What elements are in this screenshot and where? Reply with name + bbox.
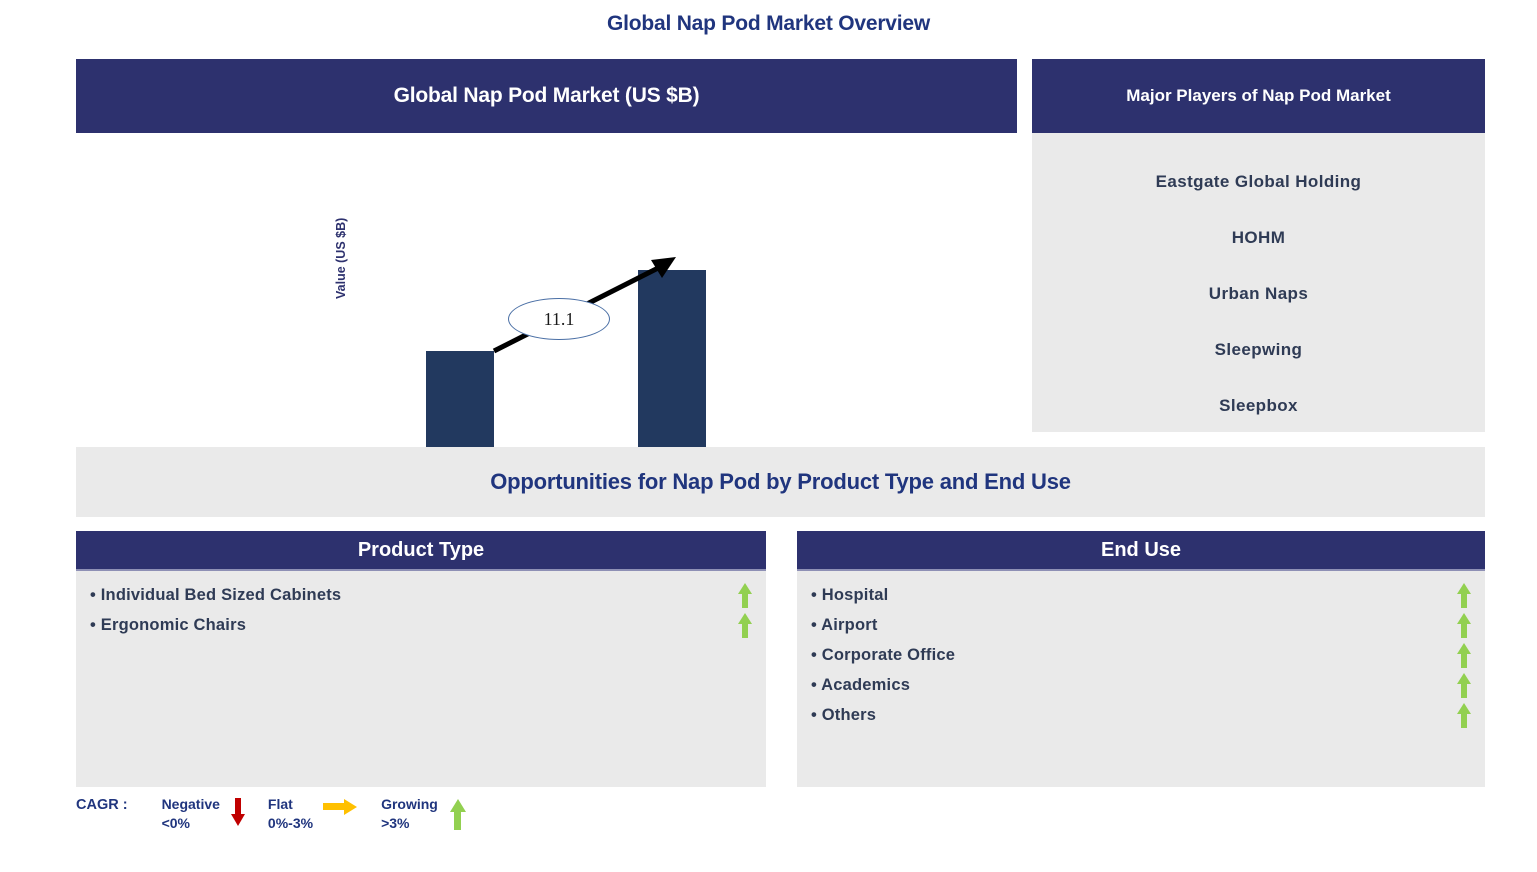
list-item: Eastgate Global Holding xyxy=(1155,172,1362,191)
list-item: Sleepbox xyxy=(1219,396,1298,415)
list-item: • Individual Bed Sized Cabinets xyxy=(90,583,752,608)
list-item: • Others xyxy=(811,703,1471,728)
arrow-up-icon xyxy=(1457,703,1471,728)
cagr-legend-negative-name: Negative xyxy=(161,796,220,812)
arrow-up-icon xyxy=(1457,583,1471,608)
cagr-legend-flat-name: Flat xyxy=(267,796,293,812)
arrow-right-icon xyxy=(323,798,359,816)
cagr-legend-flat-range: 0%-3% xyxy=(267,814,314,831)
opportunities-banner: Opportunities for Nap Pod by Product Typ… xyxy=(76,447,1485,517)
cagr-legend-entry-flat: Flat 0%-3% xyxy=(268,795,377,833)
end-use-item-label: • Hospital xyxy=(811,586,889,604)
product-type-header: Product Type xyxy=(76,531,766,571)
end-use-item-label: • Airport xyxy=(811,616,878,634)
cagr-legend-growing-texts: Growing >3% xyxy=(381,795,438,833)
list-item: • Airport xyxy=(811,613,1471,638)
list-item: Urban Naps xyxy=(1208,284,1309,303)
bar-chart: Value (US $B) 2025 2031 11.1 Source : Lu… xyxy=(76,133,1017,504)
end-use-panel: End Use • Hospital • Airport • Corporate… xyxy=(797,531,1485,787)
cagr-growth-arrow-icon xyxy=(492,257,676,354)
cagr-legend-growing-name: Growing xyxy=(381,796,438,812)
product-type-list: • Individual Bed Sized Cabinets • Ergono… xyxy=(76,571,766,787)
market-chart-panel: Global Nap Pod Market (US $B) Value (US … xyxy=(76,59,1017,504)
major-players-list: Eastgate Global Holding HOHM Urban Naps … xyxy=(1032,133,1485,432)
list-item: • Corporate Office xyxy=(811,643,1471,668)
end-use-item-label: • Academics xyxy=(811,676,911,694)
chart-y-axis-label: Value (US $B) xyxy=(334,217,348,299)
list-item: • Academics xyxy=(811,673,1471,698)
page-title: Global Nap Pod Market Overview xyxy=(606,12,931,35)
arrow-up-icon xyxy=(448,798,466,830)
cagr-legend-negative-texts: Negative <0% xyxy=(162,795,220,833)
market-chart-panel-header: Global Nap Pod Market (US $B) xyxy=(76,59,1017,133)
major-players-panel: Major Players of Nap Pod Market Eastgate… xyxy=(1032,59,1485,432)
cagr-legend-title: CAGR : xyxy=(76,797,128,813)
cagr-legend-entry-growing: Growing >3% xyxy=(381,795,484,835)
major-players-header: Major Players of Nap Pod Market xyxy=(1032,59,1485,133)
end-use-item-label: • Corporate Office xyxy=(811,646,956,664)
cagr-legend-growing-range: >3% xyxy=(381,814,410,831)
list-item: Sleepwing xyxy=(1214,340,1303,359)
cagr-legend: CAGR : Negative <0% Flat 0%-3% Growing >… xyxy=(76,795,488,841)
end-use-header: End Use xyxy=(797,531,1485,571)
opportunities-banner-title: Opportunities for Nap Pod by Product Typ… xyxy=(490,469,1071,494)
cagr-legend-flat-texts: Flat 0%-3% xyxy=(268,795,313,833)
product-type-item-label: • Ergonomic Chairs xyxy=(90,616,247,634)
cagr-value-callout: 11.1 xyxy=(508,298,610,340)
arrow-up-green-icon-wrap xyxy=(448,795,466,835)
arrow-down-icon xyxy=(230,798,246,828)
list-item: • Hospital xyxy=(811,583,1471,608)
end-use-item-label: • Others xyxy=(811,706,877,724)
end-use-list: • Hospital • Airport • Corporate Office … xyxy=(797,571,1485,787)
product-type-panel: Product Type • Individual Bed Sized Cabi… xyxy=(76,531,766,787)
arrow-up-icon xyxy=(1457,643,1471,668)
list-item: • Ergonomic Chairs xyxy=(90,613,752,638)
arrow-up-icon xyxy=(1457,673,1471,698)
arrow-up-icon xyxy=(1457,613,1471,638)
arrow-right-yellow-icon-wrap xyxy=(323,795,359,821)
arrow-down-red-icon-wrap xyxy=(230,795,246,833)
arrow-up-icon xyxy=(738,613,752,638)
cagr-legend-negative-range: <0% xyxy=(161,814,190,831)
cagr-legend-entry-negative: Negative <0% xyxy=(162,795,264,833)
market-chart-panel-body: Value (US $B) 2025 2031 11.1 Source : Lu… xyxy=(76,133,1017,504)
arrow-up-icon xyxy=(738,583,752,608)
list-item: HOHM xyxy=(1231,228,1286,247)
product-type-item-label: • Individual Bed Sized Cabinets xyxy=(90,586,342,604)
